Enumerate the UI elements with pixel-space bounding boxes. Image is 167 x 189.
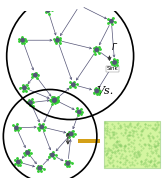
Text: Sink: Sink xyxy=(107,66,119,71)
Text: Γ: Γ xyxy=(112,43,116,52)
Circle shape xyxy=(113,61,116,64)
Circle shape xyxy=(38,166,41,170)
Circle shape xyxy=(53,99,56,102)
Circle shape xyxy=(110,19,113,23)
Circle shape xyxy=(23,86,26,89)
Bar xyxy=(78,139,100,143)
Circle shape xyxy=(95,48,99,51)
Circle shape xyxy=(95,89,99,93)
Circle shape xyxy=(53,98,56,101)
Bar xyxy=(104,121,160,168)
Circle shape xyxy=(17,160,20,164)
Circle shape xyxy=(77,110,81,114)
Circle shape xyxy=(51,153,54,157)
Circle shape xyxy=(69,132,73,136)
Circle shape xyxy=(78,4,81,7)
Circle shape xyxy=(21,39,24,42)
Circle shape xyxy=(66,162,69,165)
Circle shape xyxy=(72,83,75,86)
Circle shape xyxy=(26,151,29,154)
Circle shape xyxy=(29,101,32,104)
Text: Vs.: Vs. xyxy=(97,86,114,96)
Circle shape xyxy=(46,9,50,12)
Circle shape xyxy=(40,125,43,129)
Text: ℋ: ℋ xyxy=(105,135,113,148)
Circle shape xyxy=(56,39,59,42)
Circle shape xyxy=(15,126,18,129)
Circle shape xyxy=(34,74,37,77)
